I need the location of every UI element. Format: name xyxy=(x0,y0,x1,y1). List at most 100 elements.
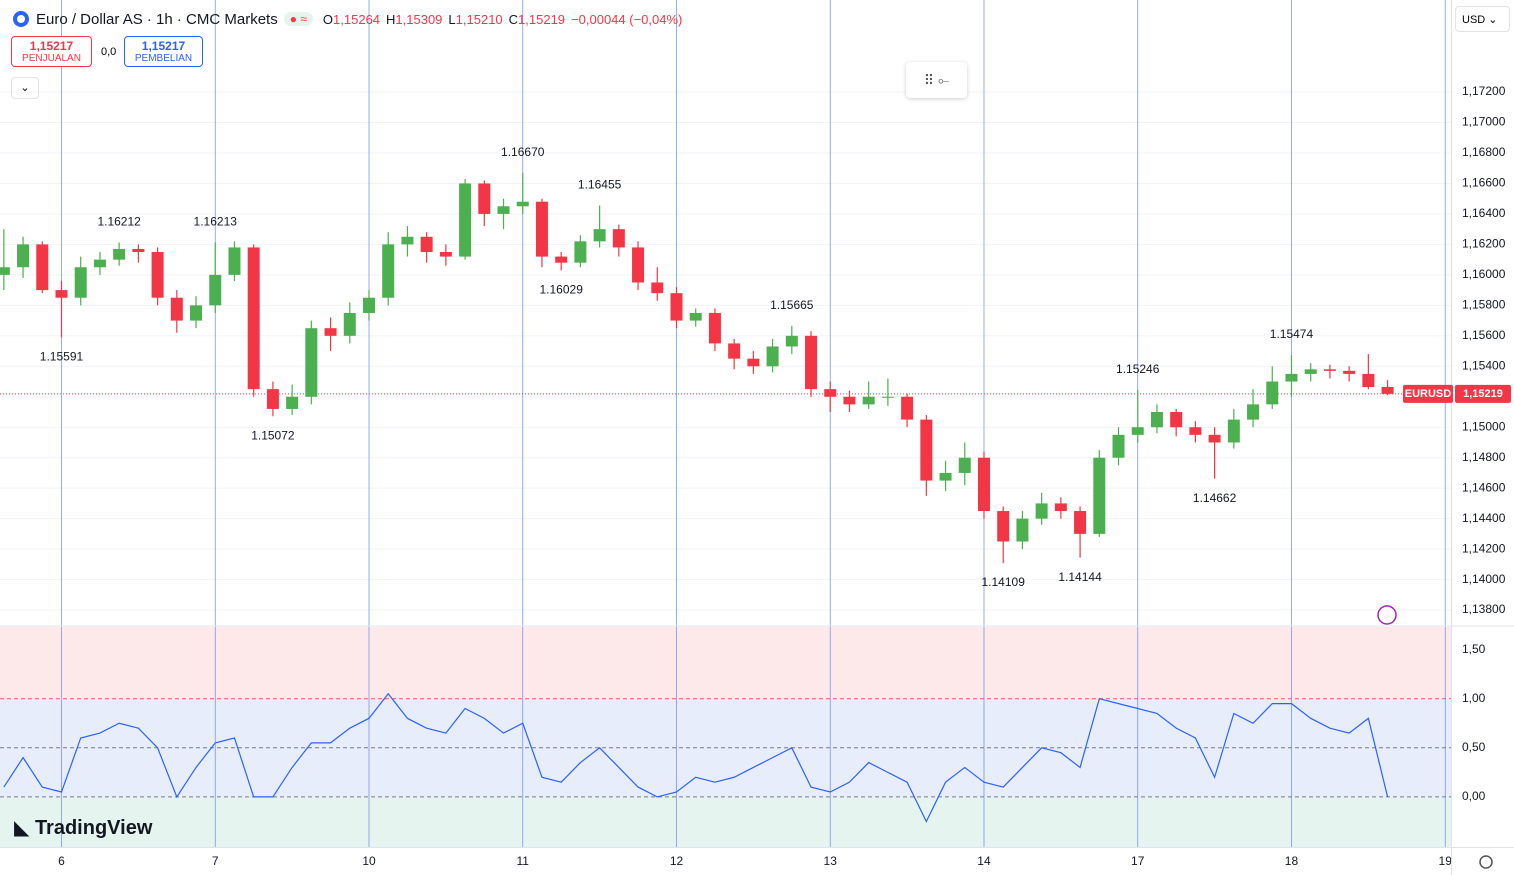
alert-icon xyxy=(1377,605,1397,625)
currency: USD xyxy=(1462,14,1486,26)
ohlc-change: −0,00044 (−0,04%) xyxy=(571,11,683,27)
candle-body xyxy=(1131,427,1144,435)
y-tick-label: 1,16000 xyxy=(1462,267,1506,281)
ohlc-legend: O1,15264 H1,15309 L1,15210 C1,15219 −0,00044… xyxy=(323,12,688,27)
candle-body xyxy=(1208,434,1221,443)
currency-button[interactable]: USD ⌄ xyxy=(1455,6,1510,32)
candle-body xyxy=(266,389,279,409)
candle-body xyxy=(766,346,779,367)
candle-body xyxy=(305,328,318,397)
x-tick-label: 7 xyxy=(212,854,219,868)
candle-body xyxy=(1343,370,1356,374)
extreme-label: 1.16455 xyxy=(578,178,622,192)
candle-body xyxy=(997,511,1010,542)
indicator-line xyxy=(3,692,1389,823)
price-tag xyxy=(1455,384,1511,403)
candle-body xyxy=(1381,387,1394,394)
brand-logo: ◣ TradingView xyxy=(14,817,153,839)
candle-body xyxy=(55,290,68,298)
symbol-icon xyxy=(13,11,29,27)
extreme-label: 1.15591 xyxy=(40,349,84,363)
candle-body xyxy=(93,259,106,268)
y-tick-label: 1,14400 xyxy=(1462,511,1506,525)
symbol-tag xyxy=(1403,384,1453,403)
candle-body xyxy=(805,335,818,390)
extreme-label: 1.16212 xyxy=(97,215,141,229)
y-tick-label: 1,14600 xyxy=(1462,480,1506,494)
candle-body xyxy=(920,419,933,481)
candle-body xyxy=(689,312,702,321)
candle-body xyxy=(1016,518,1029,542)
x-tick-label: 18 xyxy=(1285,854,1299,868)
overbought-zone xyxy=(0,627,1451,699)
buy-price: 1,15217 xyxy=(141,39,186,53)
y-tick-label: 1,17000 xyxy=(1462,115,1506,129)
extreme-label: 1.14144 xyxy=(1058,570,1102,584)
candle-body xyxy=(343,312,356,336)
sell-button[interactable]: 1,15217 PENJUALAN xyxy=(11,36,92,67)
candle-body xyxy=(1285,373,1298,382)
candle-body xyxy=(190,305,203,321)
candle-body xyxy=(535,201,548,257)
candle-body xyxy=(593,229,606,242)
candle-body xyxy=(977,457,990,512)
y-tick-label: 1,15800 xyxy=(1462,298,1506,312)
y-tick-label: 1,15600 xyxy=(1462,328,1506,342)
candle-body xyxy=(747,358,760,367)
candle-body xyxy=(824,389,837,397)
candle-body xyxy=(1112,434,1125,458)
x-tick-label: 19 xyxy=(1439,854,1453,868)
candle-body xyxy=(170,297,183,321)
y-tick-label: 1,13800 xyxy=(1462,602,1506,616)
candle-body xyxy=(478,183,491,214)
header: Euro / Dollar AS · 1h · CMC Markets ● ≈ … xyxy=(12,10,688,28)
x-tick-label: 11 xyxy=(517,854,530,868)
candle-body xyxy=(228,247,241,275)
candle-body xyxy=(286,396,299,409)
spread: 0,0 xyxy=(101,46,117,58)
ohlc-key: O xyxy=(322,11,334,27)
candle-body xyxy=(401,236,414,245)
y-tick-label: 1,17200 xyxy=(1462,84,1506,98)
y-tick-label: 1,50 xyxy=(1462,642,1486,656)
extreme-label: 1.14662 xyxy=(1193,491,1237,505)
candle-body xyxy=(1304,369,1317,374)
collapse-button[interactable]: ⌄ xyxy=(11,77,39,99)
candle-body xyxy=(632,247,645,283)
candle-body xyxy=(1093,457,1106,534)
candle-body xyxy=(209,274,222,306)
drawing-toolbar[interactable]: ⠿ ⟜ xyxy=(906,62,967,98)
buy-button[interactable]: 1,15217 PEMBELIAN xyxy=(124,36,203,67)
x-tick-label: 10 xyxy=(362,854,376,868)
extreme-label: 1.15474 xyxy=(1270,327,1314,341)
status-badge: ● ≈ xyxy=(283,12,313,26)
candle-body xyxy=(708,312,721,344)
candle-body xyxy=(728,343,741,359)
candle-body xyxy=(555,256,568,263)
y-tick-label: 1,14800 xyxy=(1462,450,1506,464)
extreme-label: 1.15665 xyxy=(770,298,814,312)
y-tick-label: 0,50 xyxy=(1462,740,1486,754)
y-tick-label: 1,14200 xyxy=(1462,541,1506,555)
candle-body xyxy=(843,396,856,405)
oversold-zone xyxy=(0,796,1451,847)
candle-body xyxy=(1266,381,1279,405)
y-tick-label: 1,00 xyxy=(1462,691,1486,705)
settings-icon xyxy=(1479,855,1493,869)
ohlc-value: 1,15219 xyxy=(518,11,566,27)
y-tick-label: 1,16800 xyxy=(1462,145,1506,159)
y-tick-label: 1,14000 xyxy=(1462,572,1506,586)
y-tick-label: 1,15000 xyxy=(1462,419,1506,433)
candle-body xyxy=(574,241,587,263)
candle-body xyxy=(247,247,260,390)
candle-body xyxy=(113,248,126,260)
candle-body xyxy=(151,252,164,298)
y-tick-label: 1,16600 xyxy=(1462,176,1506,190)
candle-body xyxy=(439,252,452,257)
candle-body xyxy=(862,396,875,405)
y-tick-label: 0,00 xyxy=(1462,789,1486,803)
candle-body xyxy=(1189,427,1202,435)
candle-body xyxy=(362,297,375,313)
